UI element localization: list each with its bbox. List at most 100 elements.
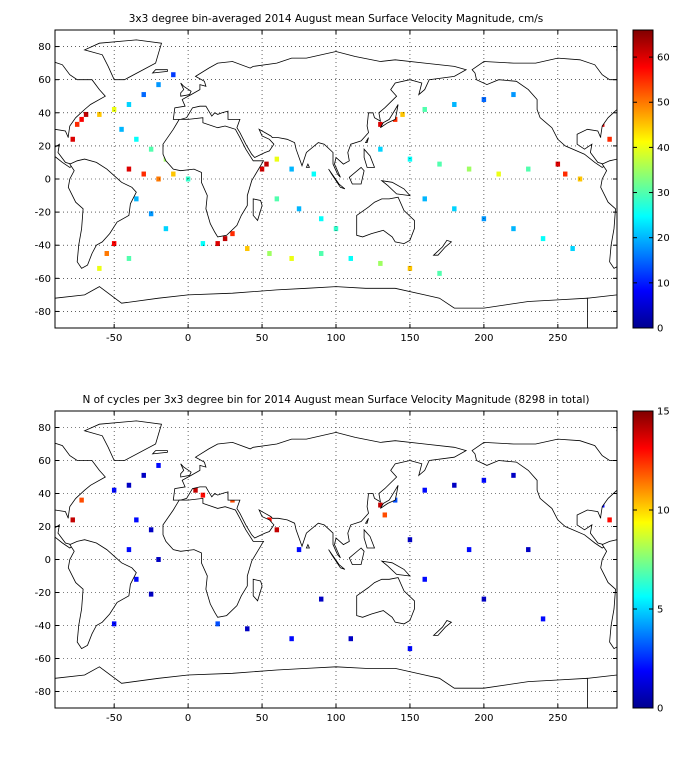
- y-tick-label: 60: [38, 75, 51, 86]
- y-tick-label: 60: [38, 456, 51, 467]
- heatmap-cell: [526, 547, 531, 553]
- y-tick-label: 20: [38, 522, 51, 533]
- coastline: [162, 497, 265, 618]
- coastline: [348, 547, 365, 565]
- y-tick-label: 80: [38, 42, 51, 53]
- heatmap-cell: [378, 146, 383, 152]
- colorbar-tick-label: 0: [657, 704, 663, 715]
- coastline: [328, 168, 346, 190]
- colorbar-tick-label: 20: [657, 233, 670, 244]
- heatmap-cell: [119, 126, 124, 132]
- heatmap-cell: [156, 462, 161, 468]
- heatmap-cell: [70, 517, 75, 523]
- heatmap-cell: [245, 626, 250, 632]
- heatmap-cell: [79, 497, 84, 503]
- y-tick-label: 0: [45, 555, 51, 566]
- heatmap-cell: [104, 251, 109, 256]
- coastline: [180, 463, 192, 478]
- heatmap-cell: [134, 576, 139, 582]
- x-tick-label: 200: [474, 333, 493, 344]
- heatmap-cell: [267, 251, 272, 256]
- heatmap-cell: [79, 116, 84, 122]
- heatmap-cell: [126, 102, 132, 107]
- heatmap-cell: [200, 492, 206, 498]
- heatmap-cell: [555, 161, 561, 167]
- heatmap-cell: [348, 255, 354, 261]
- heatmap-cell: [511, 226, 516, 232]
- x-tick-label: 50: [256, 333, 269, 344]
- heatmap-cell: [83, 111, 89, 117]
- heatmap-cell: [466, 166, 472, 172]
- heatmap-cell: [540, 616, 546, 622]
- coastline: [380, 104, 399, 129]
- y-tick-label: 40: [38, 489, 51, 500]
- heatmap-cell: [422, 106, 427, 112]
- heatmap-cell: [148, 591, 154, 597]
- heatmap-cell: [230, 231, 235, 237]
- coastline: [615, 49, 617, 51]
- heatmap-cells: [70, 72, 612, 276]
- heatmap-cell: [264, 161, 269, 167]
- heatmap-cell: [481, 97, 487, 103]
- x-tick-label: 250: [548, 333, 567, 344]
- heatmap-cell: [134, 196, 139, 202]
- heatmap-cell: [437, 270, 442, 276]
- y-tick-label: -40: [35, 621, 51, 632]
- coastline: [432, 620, 453, 636]
- heatmap-cell: [437, 161, 442, 167]
- heatmap-cell: [193, 487, 198, 493]
- heatmap-cell: [70, 136, 75, 142]
- heatmap-cell: [156, 176, 161, 182]
- colorbar-tick-label: 30: [657, 188, 670, 199]
- heatmap-cell: [318, 216, 324, 222]
- coastline: [305, 163, 311, 168]
- heatmap-cell: [134, 136, 139, 142]
- chart-title: N of cycles per 3x3 degree bin for 2014 …: [82, 394, 589, 406]
- heatmap-cell: [311, 171, 317, 177]
- x-tick-label: 250: [548, 713, 567, 724]
- colorbar-tick-label: 10: [657, 506, 670, 517]
- colorbar-tick-label: 50: [657, 98, 670, 109]
- coastline: [587, 294, 617, 328]
- coastline: [55, 61, 106, 168]
- coastline: [380, 180, 411, 197]
- heatmap-cell: [215, 241, 220, 247]
- heatmap-cell: [570, 246, 575, 252]
- heatmap-cell: [422, 576, 427, 582]
- heatmap-cell: [97, 265, 102, 271]
- y-tick-label: -20: [35, 208, 51, 219]
- heatmap-cell: [111, 487, 117, 493]
- coastline: [180, 82, 192, 97]
- heatmap-cell: [452, 206, 457, 212]
- coastline: [55, 442, 106, 549]
- heatmap-cell: [200, 241, 206, 247]
- coastline: [380, 485, 399, 509]
- heatmap-cell: [466, 547, 472, 553]
- x-tick-label: 150: [400, 333, 419, 344]
- x-tick-label: -50: [106, 333, 122, 344]
- colorbar-tick-label: 10: [657, 278, 670, 289]
- coastline: [356, 196, 415, 245]
- colorbar-tick-label: 5: [657, 605, 663, 616]
- heatmap-cell: [148, 211, 154, 217]
- heatmap-cell: [141, 472, 146, 478]
- heatmap-cell: [141, 171, 146, 177]
- coastline: [328, 549, 346, 570]
- colorbar-tick-label: 15: [657, 407, 670, 418]
- coastline: [685, 451, 696, 454]
- heatmap-cell: [296, 206, 302, 212]
- heatmap-cell: [382, 512, 388, 518]
- heatmap-cell: [126, 547, 132, 553]
- heatmap-cell: [407, 265, 413, 271]
- heatmap-cell: [452, 482, 457, 488]
- heatmap-cell: [289, 636, 294, 642]
- heatmap-cell: [378, 260, 383, 266]
- heatmap-cell: [511, 472, 516, 478]
- x-tick-label: 50: [256, 713, 269, 724]
- heatmap-cell: [318, 596, 324, 602]
- heatmap-cell: [289, 166, 294, 172]
- heatmap-cell: [171, 72, 176, 78]
